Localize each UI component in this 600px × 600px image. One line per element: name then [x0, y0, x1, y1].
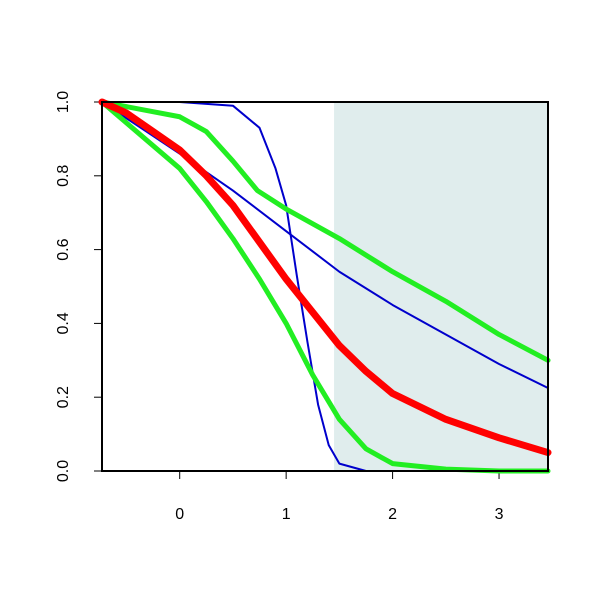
y-tick-label: 0.8 [55, 165, 72, 187]
y-tick-label: 0.6 [55, 238, 72, 260]
y-tick-label: 1.0 [55, 91, 72, 113]
line-series [98, 98, 552, 457]
line-series [99, 99, 551, 474]
x-tick-label: 0 [175, 506, 184, 523]
x-tick-label: 2 [388, 506, 397, 523]
shaded-region [334, 102, 548, 471]
x-tick-label: 3 [495, 506, 504, 523]
y-tick-label: 0.2 [55, 386, 72, 408]
line-series [99, 99, 551, 363]
y-tick-label: 0.0 [55, 460, 72, 482]
y-tick-label: 0.4 [55, 312, 72, 334]
line-series [101, 101, 549, 472]
plot-frame [101, 101, 549, 472]
x-tick-label: 1 [282, 506, 291, 523]
